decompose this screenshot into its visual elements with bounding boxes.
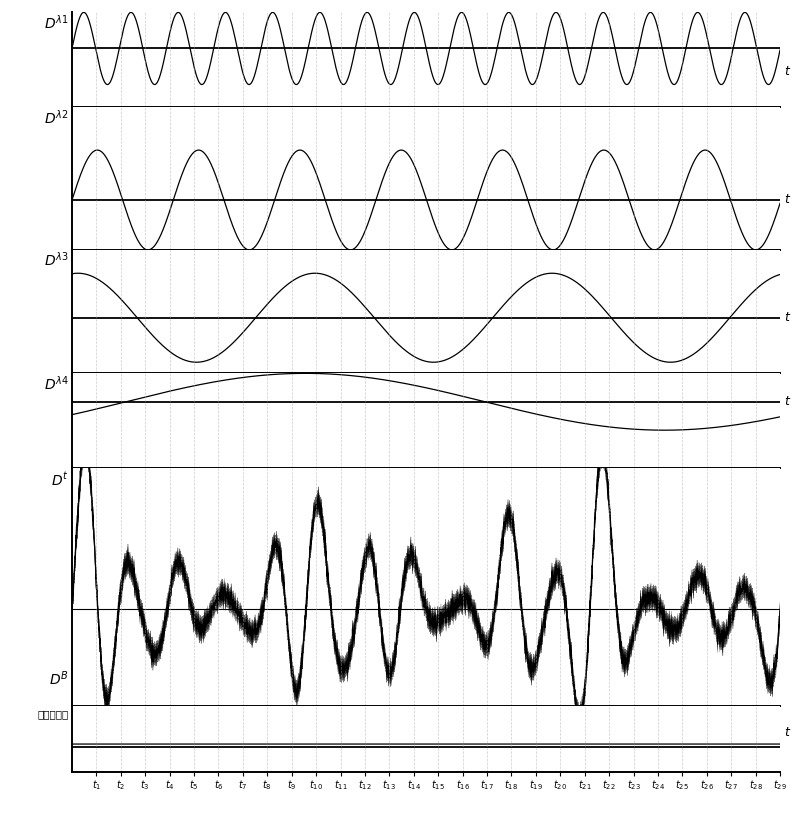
Text: $t$: $t$ xyxy=(783,193,791,206)
Text: （背景光）: （背景光） xyxy=(38,710,69,719)
Text: $t$: $t$ xyxy=(783,726,791,739)
Text: $D^{\lambda 2}$: $D^{\lambda 2}$ xyxy=(44,109,69,126)
Text: $D^{B}$: $D^{B}$ xyxy=(49,669,69,688)
Text: $D^{\lambda 3}$: $D^{\lambda 3}$ xyxy=(44,251,69,269)
Text: $D^{t}$: $D^{t}$ xyxy=(50,471,69,488)
Text: $D^{\lambda 1}$: $D^{\lambda 1}$ xyxy=(44,13,69,31)
Text: $D^{\lambda 4}$: $D^{\lambda 4}$ xyxy=(43,374,69,392)
Text: $t$: $t$ xyxy=(783,311,791,325)
Text: $t$: $t$ xyxy=(783,396,791,408)
Text: $t$: $t$ xyxy=(783,64,791,78)
